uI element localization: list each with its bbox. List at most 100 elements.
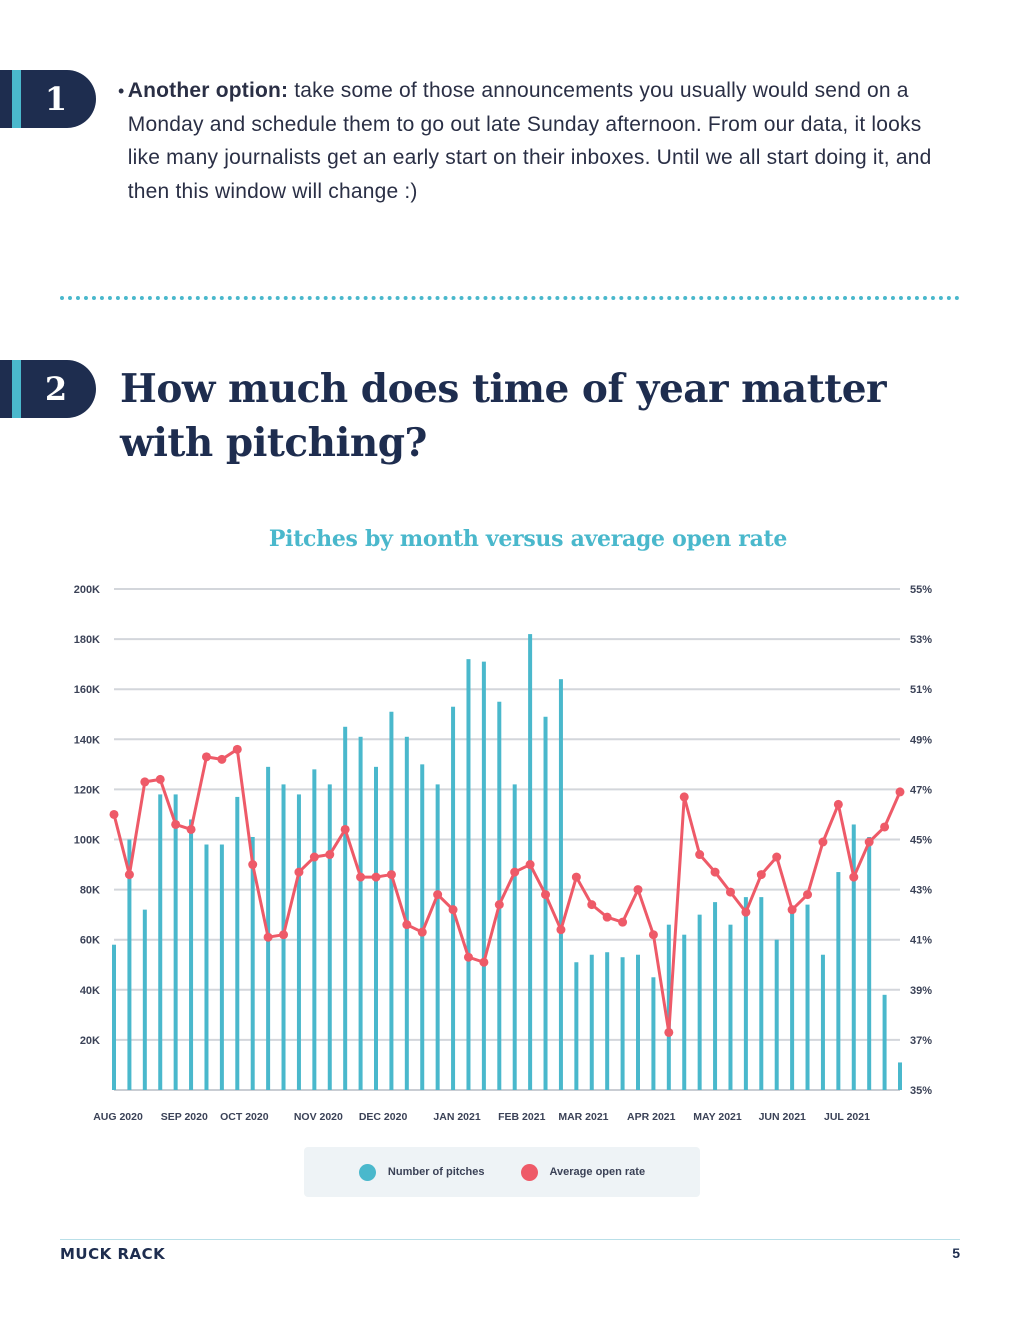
bar-pitches [743, 897, 748, 1090]
bar-pitches [250, 836, 255, 1090]
bar-pitches [158, 794, 163, 1090]
point-open-rate [356, 872, 366, 882]
legend-item-open-rate: Average open rate [520, 1163, 645, 1181]
point-open-rate [386, 870, 396, 880]
left-axis-tick-label: 80K [80, 885, 100, 897]
bar-pitches [790, 912, 795, 1090]
point-open-rate [833, 799, 843, 809]
bar-pitches [820, 954, 825, 1090]
bar-pitches [112, 944, 116, 1090]
point-open-rate [232, 744, 242, 754]
point-open-rate [186, 824, 196, 834]
left-axis-tick-label: 60K [80, 935, 100, 947]
left-axis-tick-label: 100K [74, 835, 100, 847]
point-open-rate [648, 930, 658, 940]
point-open-rate [880, 822, 890, 832]
badge-stripe [12, 70, 21, 128]
bar-pitches [882, 994, 887, 1090]
bar-pitches [728, 924, 733, 1090]
point-open-rate [217, 754, 227, 764]
bullet-item: • Another option: take some of those ann… [118, 74, 948, 208]
point-open-rate [695, 850, 705, 860]
bar-pitches [836, 872, 841, 1090]
bar-pitches [266, 766, 271, 1090]
footer-divider [60, 1239, 960, 1240]
right-axis-tick-label: 49% [910, 734, 932, 746]
bar-pitches [189, 819, 194, 1090]
right-axis-tick-label: 53% [910, 634, 932, 646]
x-axis-tick-label: OCT 2020 [220, 1111, 269, 1123]
legend-item-pitches: Number of pitches [358, 1163, 485, 1181]
left-axis-tick-label: 160K [74, 684, 100, 696]
bar-pitches [574, 962, 579, 1090]
point-open-rate [109, 809, 119, 819]
point-open-rate [710, 867, 720, 877]
bar-pitches [620, 957, 625, 1090]
bar-pitches [404, 736, 409, 1090]
x-axis-tick-label: JUN 2021 [759, 1111, 806, 1123]
point-open-rate [587, 900, 597, 910]
point-open-rate [772, 852, 782, 862]
point-open-rate [402, 920, 412, 930]
x-axis-tick-label: MAR 2021 [558, 1111, 608, 1123]
legend-swatch-teal [358, 1163, 376, 1181]
bar-pitches [466, 659, 471, 1090]
point-open-rate [679, 792, 689, 802]
bar-pitches [312, 769, 317, 1090]
bar-pitches [805, 904, 810, 1090]
bar-pitches [851, 824, 856, 1090]
x-axis-tick-label: DEC 2020 [359, 1111, 408, 1123]
bar-pitches [219, 844, 224, 1090]
section-number-badge-2: 2 [0, 360, 96, 418]
bar-pitches [374, 766, 378, 1090]
bar-pitches [666, 924, 671, 1090]
bar-pitches [358, 736, 363, 1090]
point-open-rate [263, 932, 273, 942]
left-axis-tick-label: 40K [80, 985, 100, 997]
point-open-rate [618, 917, 628, 927]
bar-pitches [481, 661, 486, 1090]
point-open-rate [571, 872, 581, 882]
right-axis-tick-label: 45% [910, 835, 932, 847]
bar-pitches [435, 784, 440, 1090]
bar-pitches [420, 764, 425, 1090]
right-axis-tick-label: 43% [910, 885, 932, 897]
point-open-rate [279, 930, 289, 940]
point-open-rate [556, 925, 566, 935]
bar-pitches [636, 954, 640, 1090]
x-axis-tick-label: APR 2021 [627, 1111, 676, 1123]
point-open-rate [340, 824, 350, 834]
bar-pitches [389, 711, 394, 1090]
point-open-rate [602, 912, 612, 922]
x-axis-tick-label: SEP 2020 [161, 1111, 208, 1123]
point-open-rate [818, 837, 828, 847]
point-open-rate [633, 885, 643, 895]
point-open-rate [309, 852, 319, 862]
section-number: 2 [44, 370, 68, 408]
right-axis-tick-label: 41% [910, 935, 932, 947]
point-open-rate [525, 860, 535, 870]
right-axis-tick-label: 47% [910, 784, 932, 796]
point-open-rate [294, 867, 304, 877]
bullet-text: Another option: take some of those annou… [128, 74, 948, 208]
point-open-rate [155, 774, 165, 784]
bar-pitches [682, 934, 687, 1090]
point-open-rate [864, 837, 874, 847]
point-open-rate [664, 1027, 674, 1037]
bar-pitches [327, 784, 332, 1090]
point-open-rate [140, 777, 150, 787]
bar-pitches [173, 794, 178, 1090]
section-heading: How much does time of year matter with p… [120, 366, 887, 466]
left-axis-tick-label: 180K [74, 634, 100, 646]
chart-legend: Number of pitches Average open rate [304, 1147, 700, 1197]
point-open-rate [325, 850, 335, 860]
point-open-rate [895, 787, 905, 797]
combo-chart: 200K 180K 160K 140K 120K 100K 80K 60K 40K 20K 55% 5… [74, 584, 933, 1123]
bar-pitches [127, 839, 132, 1090]
chart-title: Pitches by month versus average open rat… [268, 526, 788, 552]
right-axis-tick-label: 51% [910, 684, 932, 696]
section-divider [60, 296, 960, 300]
bar-pitches [543, 716, 548, 1090]
line-open-rate [112, 747, 902, 1034]
point-open-rate [494, 900, 504, 910]
